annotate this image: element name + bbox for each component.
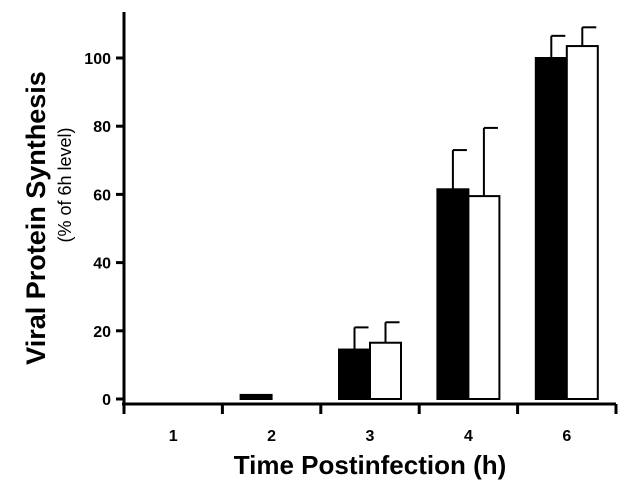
axes-layer bbox=[122, 12, 616, 406]
bar-series2-3 bbox=[369, 341, 402, 400]
y-tick-label-3: 60 bbox=[93, 187, 111, 204]
x-category-label-6: 6 bbox=[562, 428, 571, 445]
bar-series1-3 bbox=[338, 348, 371, 400]
x-category-label-2: 2 bbox=[267, 428, 276, 445]
x-category-label-4: 4 bbox=[464, 428, 473, 445]
x-ticks-layer: 1 2 3 4 6 bbox=[122, 404, 618, 445]
y-tick-label-1: 20 bbox=[93, 324, 111, 341]
bar-series2-4 bbox=[467, 195, 501, 400]
bar-series2-6 bbox=[565, 45, 599, 400]
y-tick-label-5: 100 bbox=[84, 51, 111, 68]
y-tick-label-0: 0 bbox=[102, 392, 111, 409]
x-category-label-1: 1 bbox=[169, 428, 178, 445]
bar-series1-2 bbox=[239, 393, 273, 400]
bars-layer bbox=[239, 45, 599, 400]
y-axis-title: Viral Protein Synthesis bbox=[21, 71, 51, 365]
error-bars-layer bbox=[353, 26, 597, 350]
y-ticks-layer: 0 20 40 60 80 100 bbox=[84, 51, 124, 409]
y-tick-label-2: 40 bbox=[93, 256, 111, 273]
bar-series1-4 bbox=[436, 188, 470, 400]
x-category-label-3: 3 bbox=[366, 428, 375, 445]
y-axis-subtitle: (% of 6h level) bbox=[55, 127, 75, 242]
y-tick-label-4: 80 bbox=[93, 119, 111, 136]
bar-series1-6 bbox=[534, 57, 568, 400]
x-axis-title: Time Postinfection (h) bbox=[234, 450, 507, 480]
